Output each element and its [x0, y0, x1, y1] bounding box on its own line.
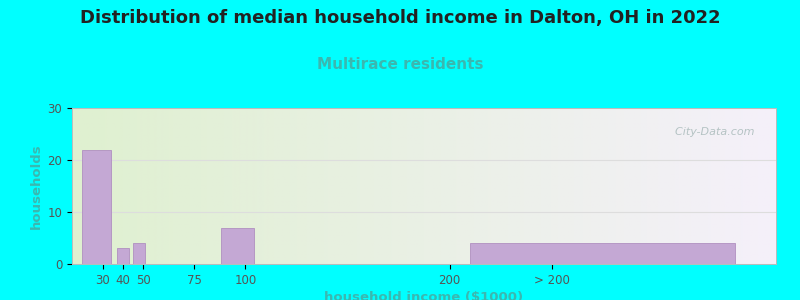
Text: Distribution of median household income in Dalton, OH in 2022: Distribution of median household income …	[80, 9, 720, 27]
Y-axis label: households: households	[30, 143, 43, 229]
Bar	[221, 228, 254, 264]
Text: Multirace residents: Multirace residents	[317, 57, 483, 72]
Bar	[82, 150, 110, 264]
X-axis label: household income ($1000): household income ($1000)	[325, 291, 523, 300]
Bar	[470, 243, 735, 264]
Bar	[117, 248, 129, 264]
Bar	[134, 243, 146, 264]
Text: City-Data.com: City-Data.com	[668, 127, 755, 137]
